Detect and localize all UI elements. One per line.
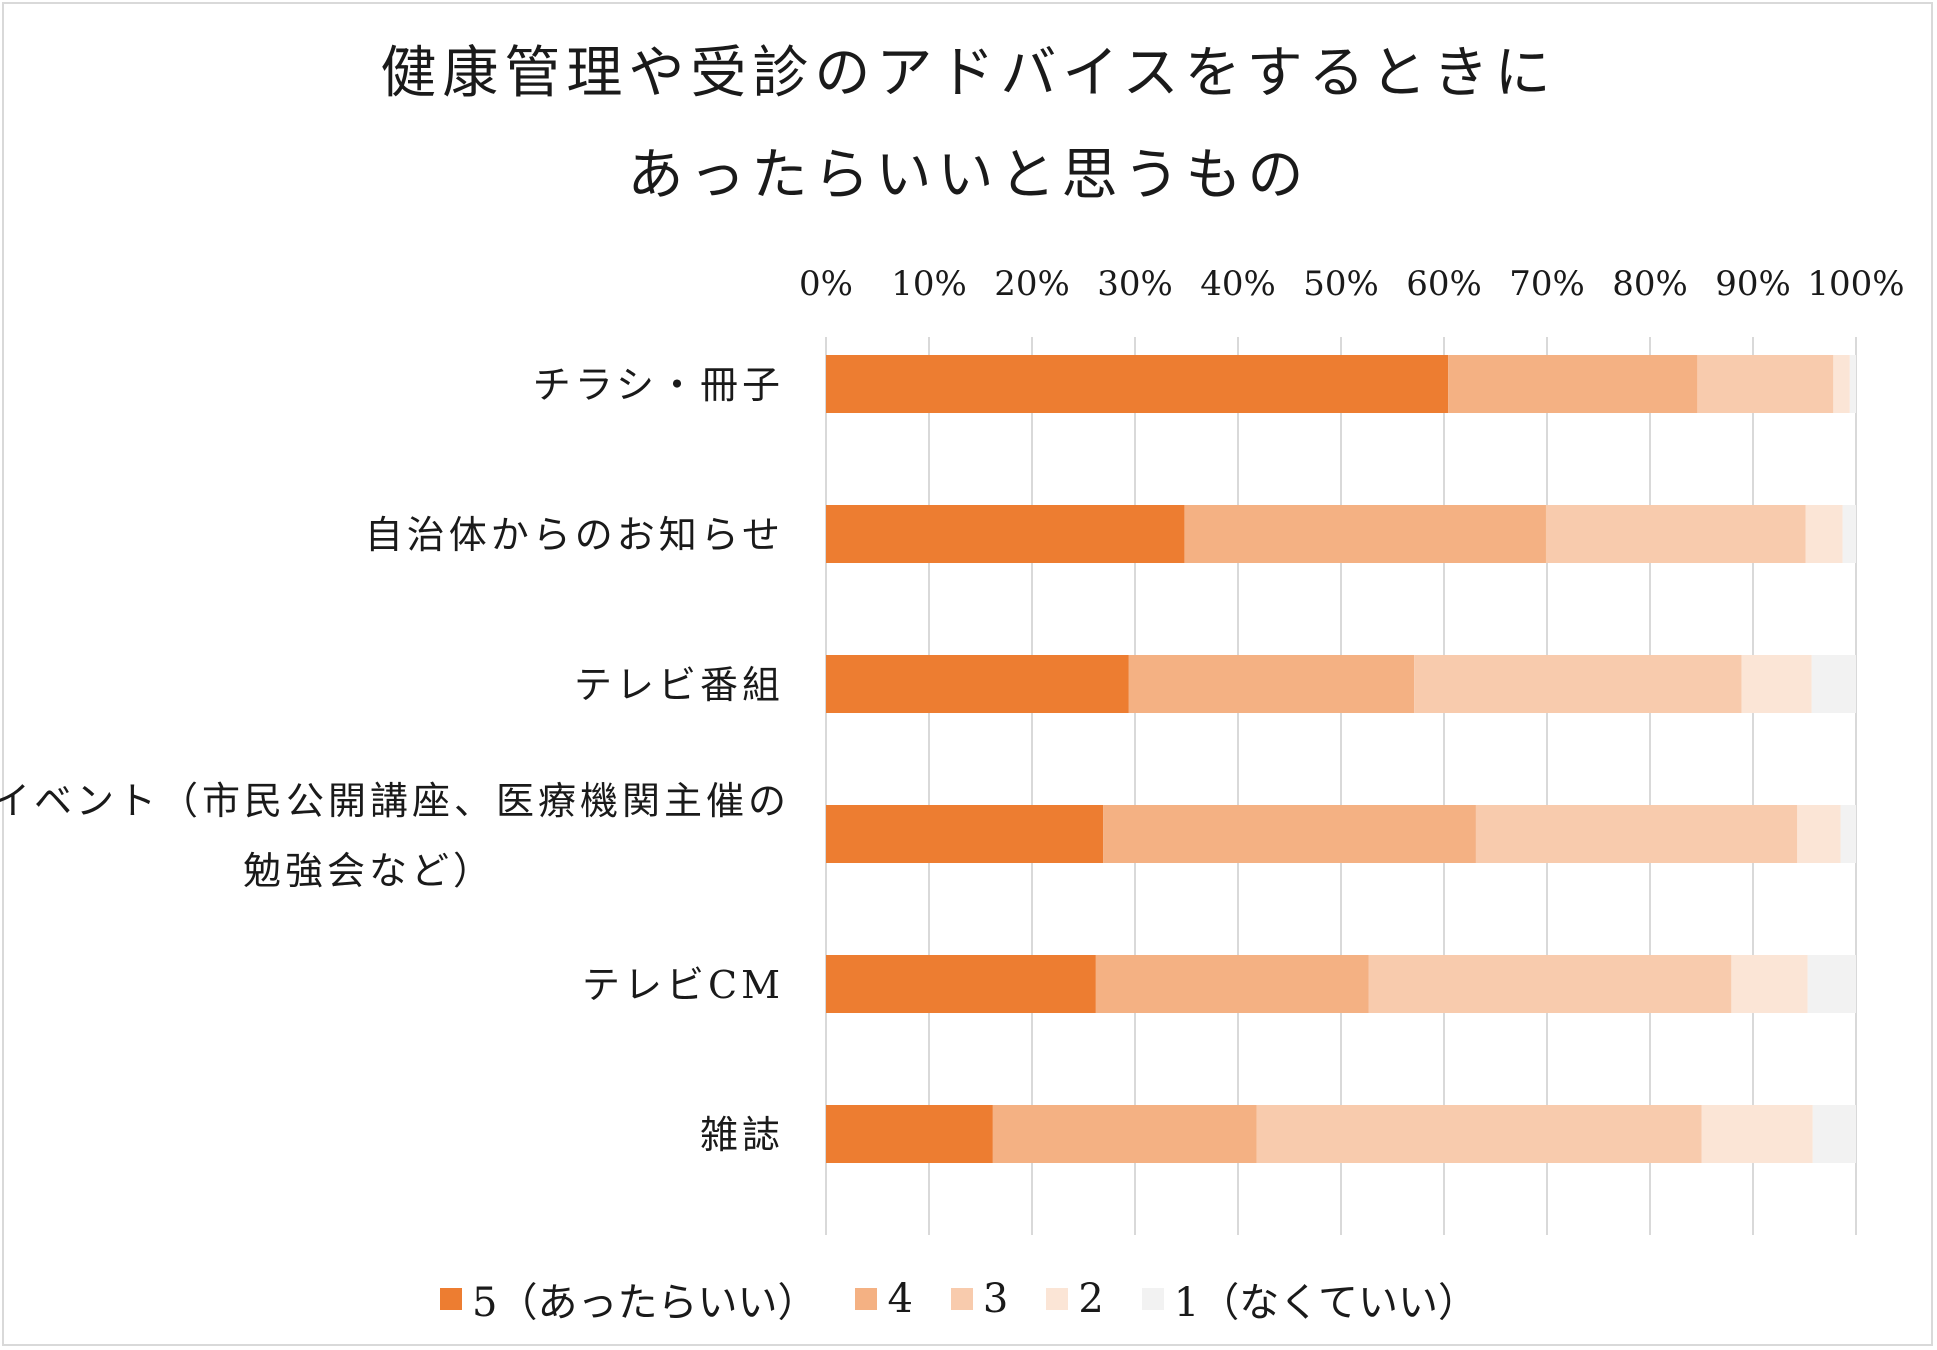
gridlines: [825, 337, 1857, 1235]
bar-segment: [826, 805, 1104, 863]
x-tick-label: 20%: [994, 264, 1070, 304]
chart-title-line-2: あったらいいと思うもの: [627, 143, 1310, 208]
bar-segment: [1448, 355, 1698, 413]
category-labels: チラシ・冊子自治体からのお知らせテレビ番組イベント（市民公開講座、医療機関主催の…: [0, 363, 790, 1157]
bar-segment: [992, 1105, 1257, 1163]
legend-item: 2: [1046, 1276, 1104, 1322]
legend-label: 1（なくていい）: [1173, 1280, 1479, 1326]
bar-segment: [1128, 655, 1415, 713]
legend-swatch: [440, 1288, 462, 1310]
bar-segment: [826, 505, 1185, 563]
category-label: イベント（市民公開講座、医療機関主催の: [0, 779, 790, 823]
legend-swatch: [1046, 1288, 1069, 1310]
x-axis-tick-labels: 0% 10% 20% 30% 40% 50% 60% 70% 80% 90% 100%: [799, 264, 1905, 304]
bar-segment: [1701, 1105, 1813, 1163]
legend-label: 2: [1078, 1276, 1104, 1322]
bar-segment: [1184, 505, 1546, 563]
x-tick-label: 30%: [1097, 264, 1173, 304]
x-tick-label: 50%: [1303, 264, 1379, 304]
bar-segment: [1256, 1105, 1702, 1163]
x-tick-label: 0%: [799, 264, 853, 304]
legend-item: 4: [855, 1276, 913, 1322]
x-tick-label: 80%: [1612, 264, 1688, 304]
bar-segment: [1545, 505, 1806, 563]
bar-segment: [1414, 655, 1742, 713]
legend-label: 5（あったらいい）: [472, 1280, 818, 1326]
bar-segment: [826, 655, 1129, 713]
bar-segment: [1842, 505, 1856, 563]
legend-swatch: [855, 1288, 878, 1310]
bar-segment: [1812, 1105, 1856, 1163]
x-tick-label: 100%: [1807, 264, 1904, 304]
chart-title-line-1: 健康管理や受診のアドバイスをするときに: [380, 41, 1557, 106]
legend-label: 4: [887, 1276, 913, 1322]
legend-swatch: [1141, 1288, 1164, 1310]
x-tick-label: 40%: [1200, 264, 1276, 304]
category-label: チラシ・冊子: [533, 363, 784, 407]
category-label: テレビCM: [582, 963, 784, 1007]
category-label: 勉強会など）: [243, 849, 495, 893]
bar-segment: [1811, 655, 1856, 713]
category-label: 自治体からのお知らせ: [365, 513, 784, 557]
bar-segment: [1103, 805, 1476, 863]
legend-label: 3: [982, 1276, 1009, 1322]
bar-segment: [826, 955, 1096, 1013]
bar-segment: [1840, 805, 1856, 863]
x-tick-label: 90%: [1715, 264, 1791, 304]
category-label: 雑誌: [700, 1113, 784, 1157]
bar-segment: [1731, 955, 1808, 1013]
bar-segment: [1805, 505, 1843, 563]
legend-item: 3: [950, 1276, 1009, 1322]
legend: 5（あったらいい） 4 3 2 1（なくていい）: [440, 1270, 1516, 1328]
bar-segment: [1095, 955, 1369, 1013]
bar-segment: [1697, 355, 1834, 413]
bars: [826, 355, 1856, 1163]
legend-item: 1（なくていい）: [1141, 1270, 1479, 1328]
x-tick-label: 60%: [1406, 264, 1482, 304]
bar-segment: [1849, 355, 1856, 413]
bar-segment: [1807, 955, 1856, 1013]
x-tick-label: 10%: [891, 264, 967, 304]
bar-segment: [1368, 955, 1732, 1013]
bar-segment: [1797, 805, 1841, 863]
bar-segment: [1833, 355, 1850, 413]
bar-segment: [1475, 805, 1798, 863]
bar-segment: [826, 1105, 993, 1163]
bar-segment: [1741, 655, 1812, 713]
category-label: テレビ番組: [574, 663, 784, 707]
bar-segment: [826, 355, 1449, 413]
legend-item: 5（あったらいい）: [440, 1270, 817, 1328]
x-tick-label: 70%: [1509, 264, 1585, 304]
legend-swatch: [950, 1288, 973, 1310]
